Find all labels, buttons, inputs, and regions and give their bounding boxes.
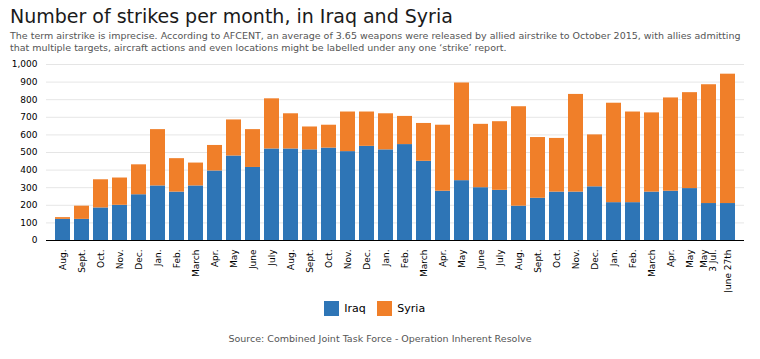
html-text:Syria: Syria: [397, 302, 426, 315]
svg-text:Oct.: Oct.: [552, 250, 562, 268]
svg-text:800: 800: [20, 95, 37, 105]
svg-text:Oct.: Oct.: [324, 250, 334, 268]
svg-text:700: 700: [20, 112, 37, 122]
svg-text:March: March: [419, 250, 429, 277]
svg-text:200: 200: [20, 200, 37, 210]
svg-text:May3 Jul.: May3 Jul.: [699, 249, 718, 272]
html-text:Iraq: Iraq: [344, 302, 366, 315]
svg-text:Sept.: Sept.: [533, 250, 543, 273]
svg-text:Nov.: Nov.: [571, 250, 581, 270]
svg-text:Apr.: Apr.: [438, 250, 448, 268]
svg-text:0: 0: [32, 235, 38, 245]
svg-text:600: 600: [20, 130, 37, 140]
svg-text:900: 900: [20, 77, 37, 87]
svg-text:Jan.: Jan.: [381, 250, 391, 268]
svg-text:500: 500: [20, 147, 37, 157]
svg-text:June 27th: June 27th: [723, 250, 733, 293]
svg-text:Sept.: Sept.: [77, 250, 87, 273]
svg-text:July: July: [495, 249, 505, 267]
svg-text:100: 100: [20, 218, 37, 228]
svg-text:May: May: [457, 249, 467, 268]
svg-text:Aug.: Aug.: [58, 250, 68, 270]
svg-text:Dec.: Dec.: [134, 250, 144, 270]
svg-text:July: July: [267, 249, 277, 267]
svg-text:Sept.: Sept.: [305, 250, 315, 273]
html-text:Number of strikes per month, i: Number of strikes per month, in Iraq and…: [10, 5, 453, 27]
svg-text:300: 300: [20, 183, 37, 193]
svg-text:Feb.: Feb.: [400, 250, 410, 269]
svg-text:March: March: [191, 250, 201, 277]
svg-text:400: 400: [20, 165, 37, 175]
svg-text:Dec.: Dec.: [362, 250, 372, 270]
svg-text:Jan.: Jan.: [609, 250, 619, 268]
svg-text:Aug.: Aug.: [286, 250, 296, 270]
svg-text:May: May: [685, 249, 695, 268]
svg-text:June: June: [476, 249, 486, 270]
svg-text:Nov.: Nov.: [115, 250, 125, 270]
svg-text:Apr.: Apr.: [666, 250, 676, 268]
svg-text:Jan.: Jan.: [153, 250, 163, 268]
svg-text:Aug.: Aug.: [514, 250, 524, 270]
html-text:The term airstrike is imprecis: The term airstrike is imprecise. Accordi…: [10, 30, 741, 53]
svg-text:Nov.: Nov.: [343, 250, 353, 270]
html-text:Source: Combined Joint Task Fo: Source: Combined Joint Task Force - Oper…: [228, 332, 532, 344]
svg-text:Dec.: Dec.: [590, 250, 600, 270]
svg-text:June: June: [248, 249, 258, 270]
svg-text:Oct.: Oct.: [96, 250, 106, 268]
svg-text:May: May: [229, 249, 239, 268]
svg-text:Feb.: Feb.: [628, 250, 638, 269]
svg-text:Apr.: Apr.: [210, 250, 220, 268]
svg-text:Feb.: Feb.: [172, 250, 182, 269]
svg-text:1,000: 1,000: [12, 59, 38, 69]
svg-text:March: March: [647, 250, 657, 277]
